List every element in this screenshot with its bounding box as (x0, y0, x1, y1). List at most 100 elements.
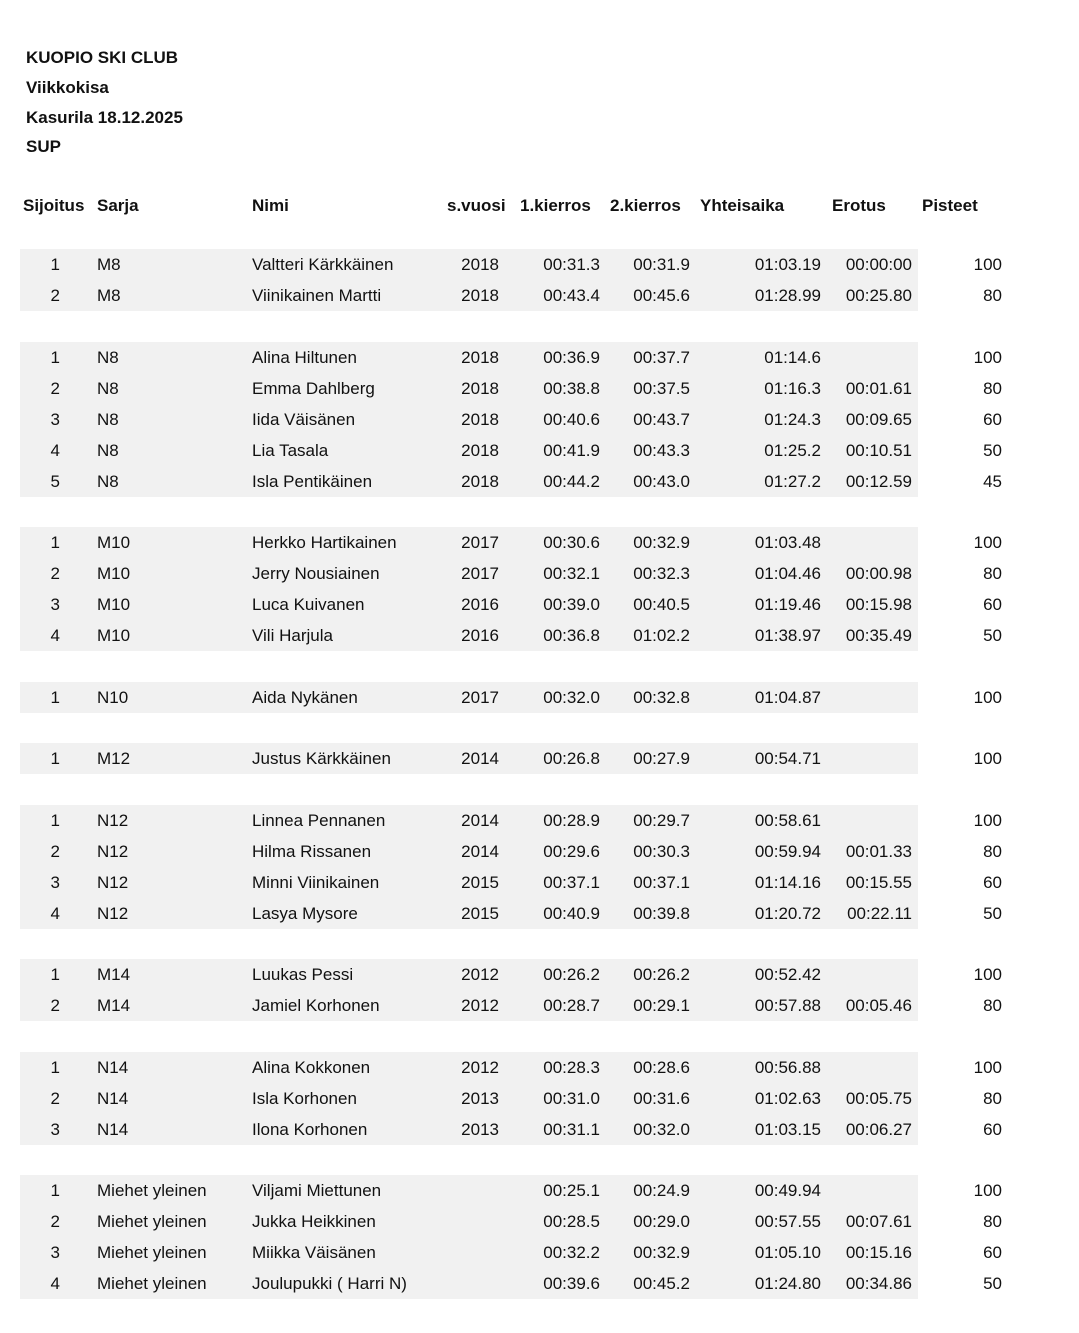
cell-lap1: 00:29.6 (543, 841, 600, 861)
cell-series: M10 (97, 533, 131, 552)
cell-difference: 00:12.59 (845, 471, 912, 491)
cell-birth-year: 2018 (461, 440, 499, 460)
cell-total-time: 01:38.97 (754, 626, 821, 645)
cell-total-time: 00:59.94 (754, 841, 821, 861)
cell-birth-year: 2017 (461, 564, 499, 583)
cell-birth-year: 2018 (461, 347, 499, 367)
cell-placement: 4 (50, 626, 60, 645)
group-background (20, 1051, 918, 1145)
cell-total-time: 01:28.99 (754, 286, 821, 305)
cell-total-time: 01:27.2 (764, 471, 821, 491)
cell-name: Isla Korhonen (252, 1088, 357, 1108)
cell-lap2: 00:27.9 (633, 749, 690, 768)
cell-name: Alina Kokkonen (252, 1057, 371, 1077)
cell-birth-year: 2015 (461, 872, 499, 892)
cell-name: Aida Nykänen (252, 687, 358, 707)
cell-lap1: 00:39.0 (543, 595, 600, 614)
cell-placement: 3 (50, 872, 60, 892)
col-header-yhteisaika: Yhteisaika (700, 196, 785, 215)
cell-points: 100 (973, 533, 1002, 552)
result-group: 1 Miehet yleinen Viljami Miettunen 00:25.1 0… (20, 1175, 1020, 1299)
cell-total-time: 01:04.46 (754, 564, 821, 583)
cell-lap1: 00:40.6 (543, 409, 600, 429)
cell-points: 80 (983, 1088, 1002, 1108)
cell-difference: 00:10.51 (845, 440, 912, 460)
table-row: 1 M14 Luukas Pessi 2012 00:26.2 00:26.2 00:52.… (20, 959, 1020, 990)
table-row: 1 M12 Justus Kärkkäinen 2014 00:26.8 00:27.9 0… (20, 743, 1020, 774)
table-row: 1 Miehet yleinen Viljami Miettunen 00:25.1 0… (20, 1175, 1020, 1206)
cell-lap2: 00:29.7 (633, 810, 690, 830)
cell-total-time: 01:03.48 (754, 533, 821, 552)
cell-name: Minni Viinikainen (252, 872, 380, 892)
table-row: 4 Miehet yleinen Joulupukki ( Harri N) 00:3… (20, 1268, 1020, 1299)
cell-lap1: 00:36.8 (543, 626, 600, 645)
cell-lap2: 01:02.2 (633, 626, 690, 645)
cell-birth-year: 2018 (461, 378, 499, 398)
table-row: 3 N12 Minni Viinikainen 2015 00:37.1 00:37.1 0… (20, 867, 1020, 898)
table-row: 1 N12 Linnea Pennanen 2014 00:28.9 00:29.7 00:… (20, 805, 1020, 836)
cell-lap1: 00:31.0 (543, 1088, 600, 1108)
cell-placement: 1 (50, 965, 60, 984)
cell-lap2: 00:24.9 (633, 1181, 690, 1200)
cell-difference: 00:35.49 (845, 626, 912, 645)
cell-total-time: 00:58.61 (754, 810, 821, 830)
group-background (20, 681, 918, 713)
table-row: 2 N8 Emma Dahlberg 2018 00:38.8 00:37.5 01:16.… (20, 373, 1020, 404)
cell-difference: 00:01.61 (845, 378, 912, 398)
cell-total-time: 01:24.80 (754, 1274, 821, 1293)
cell-birth-year: 2018 (461, 255, 499, 274)
cell-name: Isla Pentikäinen (252, 471, 373, 491)
cell-difference: 00:15.98 (845, 595, 912, 614)
cell-placement: 1 (50, 533, 60, 552)
cell-lap2: 00:32.9 (633, 1243, 690, 1262)
cell-lap1: 00:32.0 (543, 687, 600, 707)
cell-total-time: 00:57.88 (754, 996, 821, 1015)
cell-name: Luukas Pessi (252, 965, 354, 984)
cell-lap1: 00:25.1 (543, 1181, 600, 1200)
cell-difference: 00:06.27 (845, 1119, 912, 1139)
cell-total-time: 01:25.2 (764, 440, 821, 460)
cell-total-time: 00:57.55 (754, 1212, 821, 1231)
cell-lap2: 00:32.8 (633, 687, 690, 707)
cell-birth-year: 2012 (461, 965, 499, 984)
cell-lap2: 00:30.3 (633, 841, 690, 861)
cell-series: M10 (97, 564, 131, 583)
cell-lap1: 00:28.9 (543, 810, 600, 830)
cell-total-time: 01:24.3 (764, 409, 821, 429)
cell-difference: 00:07.61 (845, 1212, 912, 1231)
cell-birth-year: 2016 (461, 595, 499, 614)
cell-points: 100 (973, 687, 1002, 707)
cell-points: 80 (983, 564, 1002, 583)
col-header-sijoitus: Sijoitus (23, 196, 85, 215)
cell-placement: 3 (50, 595, 60, 614)
cell-difference: 00:25.80 (845, 286, 912, 305)
cell-name: Lia Tasala (252, 440, 329, 460)
cell-points: 60 (983, 595, 1002, 614)
discipline: SUP (26, 137, 61, 156)
club-name: KUOPIO SKI CLUB (26, 48, 179, 67)
group-background (20, 804, 918, 929)
cell-series: M12 (97, 749, 131, 768)
cell-series: Miehet yleinen (97, 1243, 207, 1262)
group-background (20, 249, 918, 311)
cell-points: 60 (983, 872, 1002, 892)
cell-points: 80 (983, 841, 1002, 861)
cell-points: 100 (973, 749, 1002, 768)
cell-series: M14 (97, 996, 131, 1015)
cell-points: 100 (973, 1181, 1002, 1200)
cell-points: 80 (983, 1212, 1002, 1231)
col-header-kierros1: 1.kierros (520, 196, 591, 215)
cell-lap2: 00:43.3 (633, 440, 690, 460)
table-row: 1 N8 Alina Hiltunen 2018 00:36.9 00:37.7 01:14… (20, 342, 1020, 373)
cell-birth-year: 2017 (461, 687, 499, 707)
cell-name: Viljami Miettunen (252, 1181, 382, 1200)
cell-difference: 00:01.33 (845, 841, 912, 861)
cell-name: Jukka Heikkinen (252, 1212, 376, 1231)
cell-difference: 00:15.55 (845, 872, 912, 892)
cell-difference: 00:15.16 (845, 1243, 912, 1262)
cell-lap2: 00:32.9 (633, 533, 690, 552)
cell-name: Luca Kuivanen (252, 595, 365, 614)
table-row: 3 Miehet yleinen Miikka Väisänen 00:32.2 00:… (20, 1237, 1020, 1268)
cell-placement: 2 (50, 564, 60, 583)
cell-total-time: 01:04.87 (754, 687, 821, 707)
